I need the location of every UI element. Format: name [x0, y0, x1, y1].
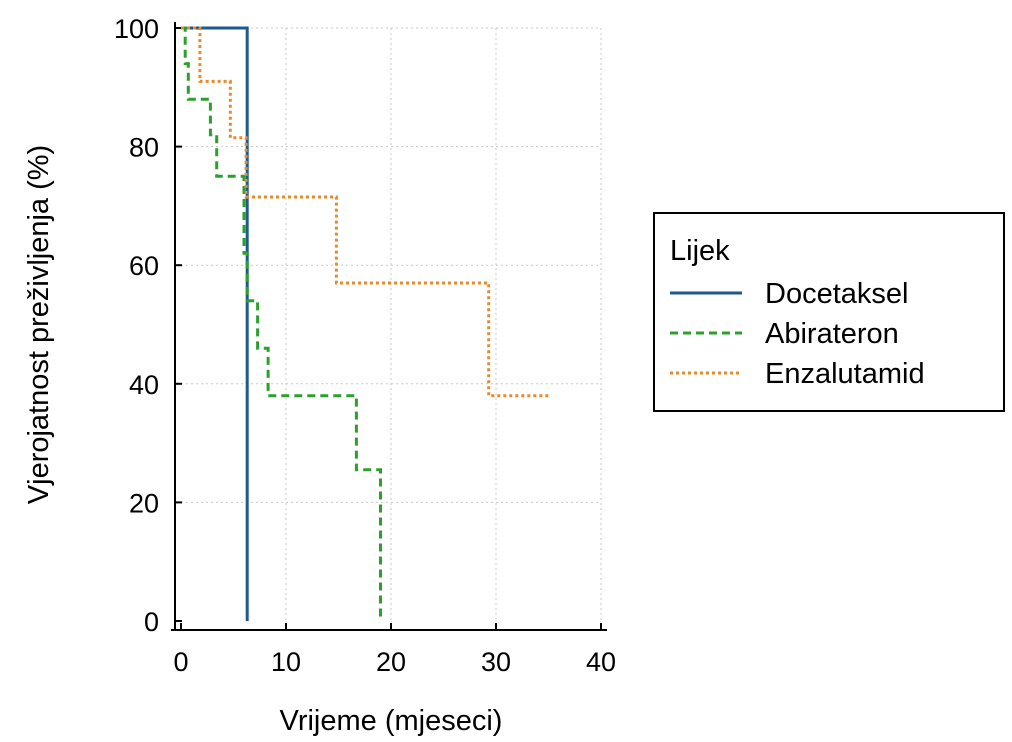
- x-ticks: 0 10 20 30 40: [173, 623, 616, 677]
- legend-entries: Docetaksel Abirateron Enzalutamid: [670, 278, 925, 390]
- y-tick-label: 20: [129, 488, 159, 518]
- y-tick-label: 80: [129, 133, 159, 163]
- x-axis-title: Vrijeme (mjeseci): [280, 705, 503, 737]
- y-axis-title: Vjerojatnost preživljenja (%): [23, 145, 55, 504]
- axes: [171, 22, 607, 631]
- y-tick-label: 100: [114, 14, 159, 44]
- x-tick-label: 20: [376, 647, 406, 677]
- y-ticks: 0 20 40 60 80 100: [114, 14, 182, 637]
- legend-box: [653, 212, 1005, 412]
- legend-entry-label: Docetaksel: [765, 278, 908, 310]
- x-tick-label: 40: [586, 647, 616, 677]
- y-tick-label: 40: [129, 370, 159, 400]
- y-tick-label: 60: [129, 251, 159, 281]
- legend-entry-label: Abirateron: [765, 318, 899, 350]
- x-tick-label: 0: [173, 647, 188, 677]
- series-layer: [181, 26, 549, 621]
- legend-entry-label: Enzalutamid: [765, 358, 925, 390]
- series-abirateron: [181, 26, 382, 621]
- series-docetaksel: [181, 26, 249, 621]
- legend-title: Lijek: [670, 235, 730, 267]
- series-enzalutamid: [181, 26, 549, 398]
- y-tick-label: 0: [144, 607, 159, 637]
- grid: [181, 27, 602, 621]
- legend: Lijek Docetaksel Abirateron Enzalutamid: [653, 212, 1005, 412]
- x-tick-label: 10: [271, 647, 301, 677]
- x-tick-label: 30: [481, 647, 511, 677]
